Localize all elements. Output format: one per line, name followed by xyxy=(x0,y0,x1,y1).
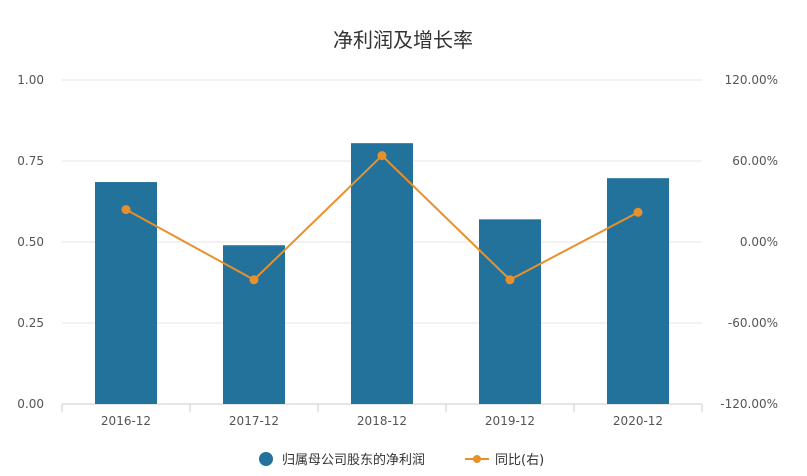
growth-point xyxy=(249,275,259,285)
right-tick-label: 120.00% xyxy=(725,73,778,87)
legend-bar-marker xyxy=(259,452,273,466)
x-tick-label: 2018-12 xyxy=(357,414,407,428)
left-tick-label: 0.50 xyxy=(17,235,44,249)
x-tick-label: 2020-12 xyxy=(613,414,663,428)
legend-bar-label: 归属母公司股东的净利润 xyxy=(282,452,425,468)
legend-line-label: 同比(右) xyxy=(495,453,544,468)
right-tick-label: 0.00% xyxy=(740,235,778,249)
growth-point xyxy=(505,275,515,285)
x-tick-label: 2017-12 xyxy=(229,414,279,428)
bar xyxy=(223,245,285,404)
right-y-axis: -120.00% -60.00% 0.00% 60.00% 120.00% xyxy=(720,73,778,411)
legend: 归属母公司股东的净利润 同比(右) xyxy=(259,452,544,468)
left-y-axis: 0.00 0.25 0.50 0.75 1.00 xyxy=(17,73,44,411)
right-tick-label: 60.00% xyxy=(732,154,778,168)
bar-series xyxy=(95,143,669,404)
growth-point xyxy=(633,207,643,217)
right-tick-label: -60.00% xyxy=(728,316,778,330)
x-axis: 2016-12 2017-12 2018-12 2019-12 2020-12 xyxy=(61,403,703,428)
left-tick-label: 0.25 xyxy=(17,316,44,330)
left-tick-label: 1.00 xyxy=(17,73,44,87)
bar xyxy=(351,143,413,404)
left-tick-label: 0.75 xyxy=(17,154,44,168)
legend-line-dot xyxy=(473,455,481,463)
bar xyxy=(95,182,157,404)
bar xyxy=(479,219,541,404)
right-tick-label: -120.00% xyxy=(720,397,778,411)
growth-point xyxy=(121,205,131,215)
left-tick-label: 0.00 xyxy=(17,397,44,411)
x-tick-label: 2016-12 xyxy=(101,414,151,428)
chart-title: 净利润及增长率 xyxy=(333,28,473,52)
growth-point xyxy=(377,151,387,161)
x-tick-label: 2019-12 xyxy=(485,414,535,428)
line-series xyxy=(121,151,643,285)
